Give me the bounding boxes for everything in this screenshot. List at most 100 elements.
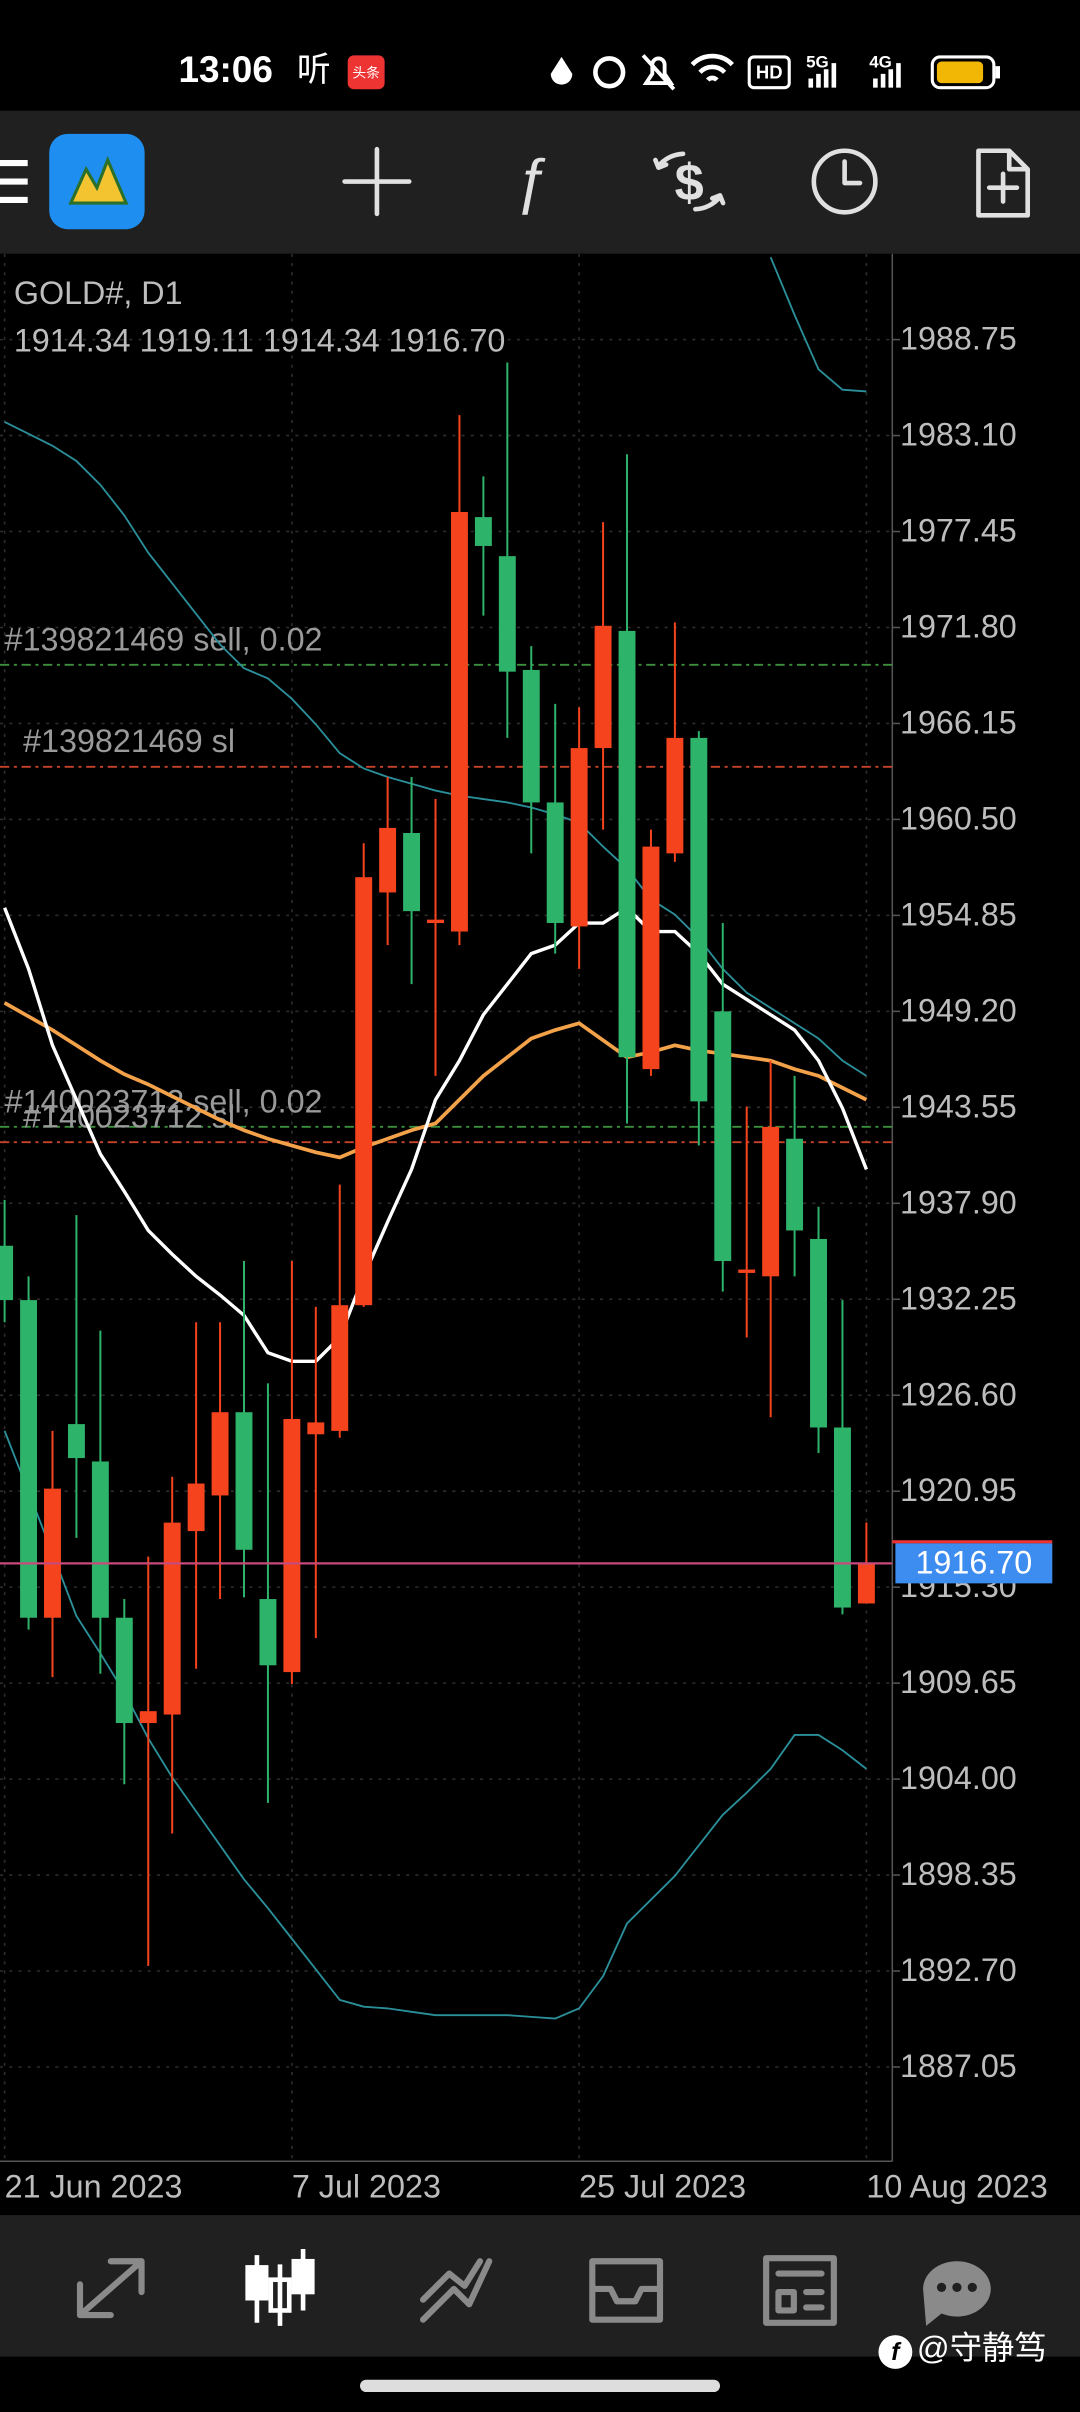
chat-tab[interactable] bbox=[923, 2261, 991, 2326]
x-tick-label: 21 Jun 2023 bbox=[5, 2168, 183, 2204]
candle-body bbox=[786, 1138, 804, 1231]
news-tab[interactable] bbox=[763, 2255, 837, 2326]
candle-body bbox=[187, 1483, 205, 1532]
candle-body bbox=[331, 1305, 349, 1431]
net-label: 4G bbox=[869, 53, 892, 72]
indicators-button[interactable]: ƒ bbox=[514, 146, 548, 215]
quotes-tab[interactable] bbox=[76, 2258, 145, 2319]
period-button[interactable] bbox=[811, 148, 878, 215]
candle-body bbox=[403, 833, 421, 912]
order-label: #140023712 sell, 0.02 bbox=[5, 1083, 323, 1119]
history-tab[interactable] bbox=[589, 2258, 664, 2323]
x-tick-label: 10 Aug 2023 bbox=[866, 2168, 1047, 2204]
net-label: 5G bbox=[806, 53, 829, 72]
y-tick-label: 1887.05 bbox=[900, 2048, 1017, 2084]
hd-box bbox=[747, 55, 791, 90]
ohlc-label: 1914.34 1919.11 1914.34 1916.70 bbox=[14, 323, 506, 359]
candle-body bbox=[738, 1269, 756, 1273]
order-label: #140023712 sl bbox=[23, 1099, 235, 1135]
candle-body bbox=[498, 556, 516, 672]
x-tick-label: 7 Jul 2023 bbox=[292, 2168, 441, 2204]
news-label: 头条 bbox=[352, 64, 380, 80]
battery bbox=[930, 55, 996, 90]
watermark-logo bbox=[878, 2335, 913, 2369]
candle-body bbox=[810, 1238, 827, 1428]
app-logo[interactable] bbox=[49, 133, 145, 230]
candle-body bbox=[163, 1522, 181, 1715]
trade-button[interactable]: $ bbox=[653, 151, 726, 212]
drop-icon bbox=[550, 56, 573, 85]
watermark: @守静笃 bbox=[917, 2330, 1047, 2366]
y-tick-label: 1983.10 bbox=[900, 417, 1017, 453]
candle-body bbox=[714, 1011, 732, 1262]
y-tick-label: 1932.25 bbox=[900, 1280, 1017, 1316]
x-tick-label: 25 Jul 2023 bbox=[579, 2168, 746, 2204]
candle-body bbox=[67, 1424, 85, 1459]
candle-body bbox=[235, 1412, 253, 1550]
y-tick-label: 1966.15 bbox=[900, 705, 1017, 741]
candle-body bbox=[20, 1300, 38, 1618]
candle-body bbox=[427, 919, 444, 924]
candle-body bbox=[307, 1422, 325, 1435]
candle-body bbox=[0, 1245, 14, 1301]
signal-icon bbox=[873, 63, 901, 88]
battery-tip bbox=[995, 66, 1000, 79]
alarm-icon bbox=[593, 56, 626, 89]
logo-mark bbox=[68, 155, 129, 205]
y-tick-label: 1937.90 bbox=[900, 1184, 1017, 1220]
candle-body bbox=[355, 877, 373, 1306]
candle-body bbox=[259, 1599, 277, 1666]
candle-body bbox=[833, 1427, 851, 1608]
candle-body bbox=[522, 669, 540, 803]
watermark-logo-letter: f bbox=[891, 2339, 902, 2366]
candle-body bbox=[115, 1617, 133, 1724]
hd-label: HD bbox=[756, 62, 783, 83]
y-tick-label: 1971.80 bbox=[900, 609, 1017, 645]
current-price-label: 1916.70 bbox=[915, 1544, 1032, 1580]
dollar-icon: $ bbox=[675, 154, 704, 212]
candle-body bbox=[91, 1461, 109, 1618]
candle-body bbox=[690, 737, 708, 1102]
y-tick-label: 1904.00 bbox=[900, 1760, 1017, 1796]
candle-body bbox=[642, 846, 660, 1070]
candle-body bbox=[283, 1419, 301, 1673]
candle-body bbox=[379, 827, 397, 893]
status-bar: 13:06 听 头条 HD 5G 4G bbox=[178, 49, 1000, 91]
menu-button[interactable] bbox=[0, 159, 28, 204]
order-label: #139821469 sl bbox=[23, 723, 235, 759]
y-tick-label: 1909.65 bbox=[900, 1664, 1017, 1700]
candle-body bbox=[618, 630, 636, 1058]
crosshair-button[interactable] bbox=[342, 146, 412, 217]
candle-body bbox=[450, 511, 468, 932]
home-indicator bbox=[360, 2379, 720, 2393]
trade-tab[interactable] bbox=[420, 2258, 493, 2323]
battery-level bbox=[936, 61, 984, 84]
candle-body bbox=[474, 517, 492, 546]
listen-icon: 听 bbox=[297, 51, 331, 89]
new-order-button[interactable] bbox=[976, 148, 1031, 218]
chart-tab[interactable] bbox=[245, 2248, 315, 2326]
y-tick-label: 1943.55 bbox=[900, 1088, 1017, 1124]
grid bbox=[0, 253, 893, 2162]
y-tick-label: 1926.60 bbox=[900, 1376, 1017, 1412]
candle-body bbox=[762, 1126, 780, 1277]
toolbar: ƒ $ bbox=[0, 110, 1080, 254]
axes: 1988.75 1983.10 1977.45 1971.80 1966.15 1960.… bbox=[5, 321, 1053, 2204]
candle-body bbox=[211, 1412, 229, 1496]
toolbar-bg bbox=[0, 110, 1080, 254]
candle-body bbox=[594, 625, 612, 749]
y-tick-label: 1920.95 bbox=[900, 1472, 1017, 1508]
y-tick-label: 1892.70 bbox=[900, 1952, 1017, 1988]
plot: #139821469 sell, 0.02 #139821469 sl #14002… bbox=[0, 256, 893, 2020]
y-tick-label: 1988.75 bbox=[900, 321, 1017, 357]
candle-body bbox=[546, 802, 564, 924]
y-tick-label: 1977.45 bbox=[900, 513, 1017, 549]
candle-body bbox=[44, 1488, 61, 1618]
bottom-nav bbox=[0, 2215, 1080, 2357]
candle-body bbox=[570, 748, 588, 927]
y-tick-label: 1949.20 bbox=[900, 992, 1017, 1028]
order-label: #139821469 sell, 0.02 bbox=[5, 621, 323, 657]
candle-body bbox=[857, 1563, 875, 1604]
